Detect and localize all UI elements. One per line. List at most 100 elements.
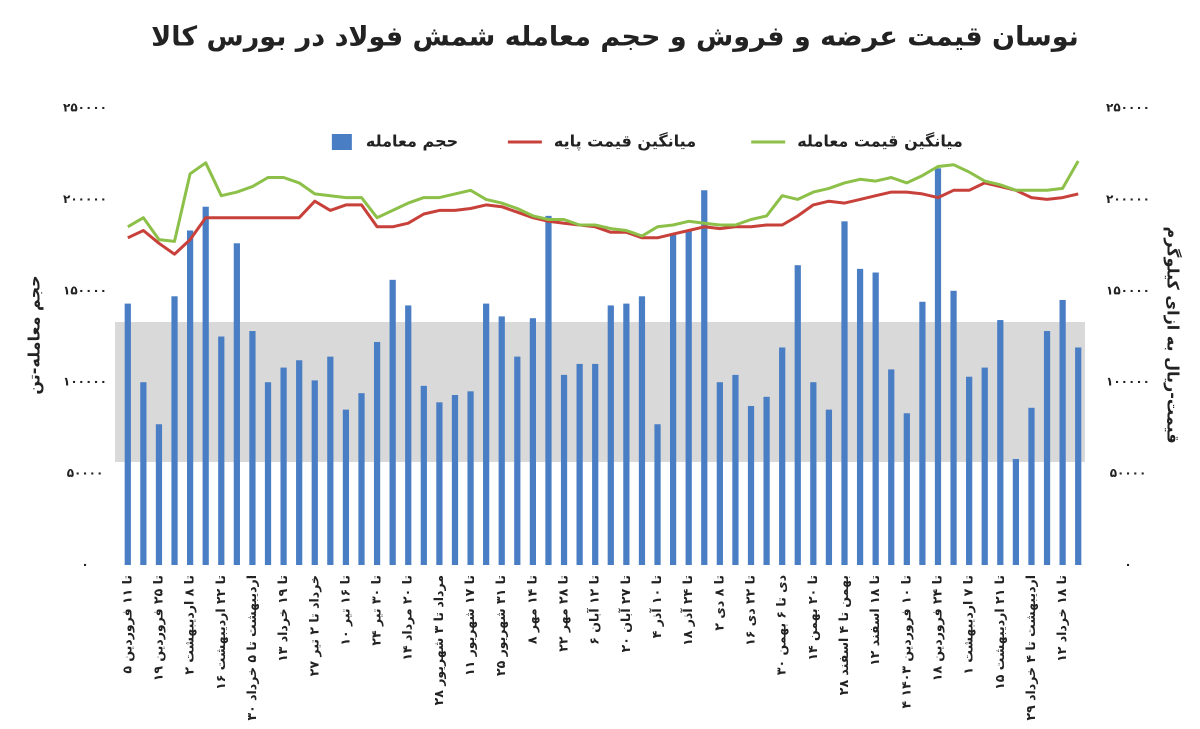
x-tick-label: ۱۵ تا ۲۱ اردیبهشت — [992, 575, 1007, 690]
bar — [545, 215, 552, 566]
bar — [763, 396, 770, 565]
bar — [919, 301, 926, 565]
x-tick-label: ۵ تا ۱۱ فروردین — [119, 575, 134, 674]
bar — [233, 243, 240, 565]
y2-tick-label: ۱۵۰۰۰۰ — [1106, 283, 1150, 297]
x-tick-label: ۶ تا ۱۲ آبان — [587, 575, 602, 645]
bar — [856, 268, 864, 565]
bar — [1059, 299, 1066, 565]
x-tick-label: ۴ تا ۱۰ فروردین ۱۴۰۳ — [898, 575, 913, 709]
bar — [934, 168, 942, 565]
x-tick-label: ۲۲ تا ۲۸ مهر — [556, 575, 571, 652]
x-tick-label: ۱۸ تا ۲۴ آذر — [680, 575, 695, 646]
bar — [841, 221, 848, 565]
x-tick-label: ۱۹ تا ۲۵ فروردین — [150, 575, 165, 681]
y-tick-label: ۲۰۰۰۰۰ — [63, 192, 107, 206]
legend-label: میانگین قیمت پایه — [554, 132, 696, 152]
x-tick-label: ۴ تا ۱۰ آذر — [649, 575, 664, 638]
bar — [420, 385, 427, 565]
bar — [997, 320, 1004, 565]
bar — [950, 290, 957, 565]
bar — [529, 318, 537, 565]
bar — [732, 374, 739, 565]
legend-label: میانگین قیمت معامله — [797, 132, 963, 151]
bar — [1012, 458, 1020, 565]
y-tick-label: ۲۵۰۰۰۰ — [63, 101, 107, 115]
bar — [155, 424, 163, 565]
bar — [888, 369, 895, 565]
bar — [467, 391, 474, 565]
bar — [623, 303, 630, 565]
bar — [981, 367, 988, 565]
bar — [872, 272, 879, 565]
y-tick-label: ۵۰۰۰۰ — [67, 466, 104, 480]
x-tick-label: ۲۰ تا ۲۷ آبان — [618, 575, 633, 652]
x-tick-label: ۱۶ تا ۲۲ دی — [743, 575, 758, 646]
bar — [342, 409, 350, 565]
x-tick-label: ۲۵ تا ۳۱ شهریور — [493, 575, 508, 676]
x-tick-label: ۱۴ تا ۲۰ بهمن — [805, 575, 820, 661]
line — [127, 160, 1080, 243]
y-tick-label: ۱۵۰۰۰۰ — [63, 283, 107, 297]
x-tick-label: ۳۰ دی تا ۶ بهمن — [774, 575, 789, 675]
bar — [1075, 347, 1082, 565]
y-tick-label: ۰ — [81, 558, 88, 572]
bar — [451, 394, 459, 565]
bar — [825, 409, 833, 565]
x-tick-label: ۱۰ تا ۱۶ تیر — [337, 575, 352, 646]
bar — [1028, 407, 1035, 565]
bar — [327, 356, 334, 565]
x-tick-label: ۲ تا ۸ اردیبهشت — [182, 575, 197, 675]
x-tick-label: ۲۴ تا ۳۰ تیر — [369, 575, 384, 646]
bar — [966, 376, 973, 565]
y2-tick-label: ۰ — [1124, 558, 1131, 572]
bar — [1043, 331, 1051, 565]
y-axis-title: حجم معامله-تن — [25, 275, 44, 394]
bar — [498, 316, 505, 565]
bar — [124, 303, 131, 565]
bar — [592, 363, 599, 565]
x-tick-label: ۲۷ خرداد تا ۲ تیر — [306, 575, 321, 676]
bar — [607, 305, 614, 565]
bar — [514, 356, 521, 565]
bar — [186, 230, 194, 565]
bar — [140, 382, 147, 565]
bar — [576, 363, 583, 565]
bar — [436, 402, 443, 565]
bar — [794, 265, 801, 565]
bar — [483, 303, 490, 565]
bar — [747, 405, 755, 565]
x-tick-label: ۳۰ اردیبهشت تا ۵ خرداد — [244, 575, 259, 721]
x-tick-label: ۱۴ تا ۲۰ مرداد — [400, 575, 415, 661]
bar — [373, 341, 381, 565]
x-tick-label: ۱۲ تا ۱۸ اسفند — [867, 575, 882, 666]
y2-tick-label: ۲۵۰۰۰۰ — [1106, 101, 1150, 115]
bar — [810, 382, 817, 565]
line — [127, 181, 1079, 256]
bar — [405, 305, 412, 565]
x-tick-label: ۲۸ بهمن تا ۴ اسفند — [836, 575, 851, 695]
x-tick-label: ۱۶ تا ۲۲ اردیبهشت — [213, 575, 228, 690]
bar — [358, 393, 365, 565]
bar — [264, 382, 272, 565]
bar — [560, 374, 568, 565]
bar — [654, 424, 661, 565]
bar — [716, 382, 723, 565]
bar — [218, 336, 225, 565]
bar — [685, 230, 692, 565]
bar — [280, 367, 287, 565]
bar — [638, 296, 646, 565]
bar — [701, 190, 708, 565]
legend-label: حجم معامله — [366, 132, 458, 151]
x-tick-label: ۱۲ تا ۱۸ خرداد — [1054, 575, 1069, 662]
x-tick-label: ۱ تا ۷ اردیبهشت — [961, 575, 976, 675]
y2-axis-title: قیمت-ریال به ازای کیلوگرم — [1164, 226, 1183, 443]
y2-tick-label: ۲۰۰۰۰۰ — [1106, 192, 1150, 206]
x-tick-label: ۱۱ تا ۱۷ شهریور — [462, 575, 477, 676]
bar — [389, 279, 396, 565]
chart-title: نوسان قیمت عرضه و فروش و حجم معامله شمش … — [151, 22, 1079, 53]
x-tick-label: ۱۳ تا ۱۹ خرداد — [275, 575, 290, 662]
bar — [311, 380, 318, 565]
